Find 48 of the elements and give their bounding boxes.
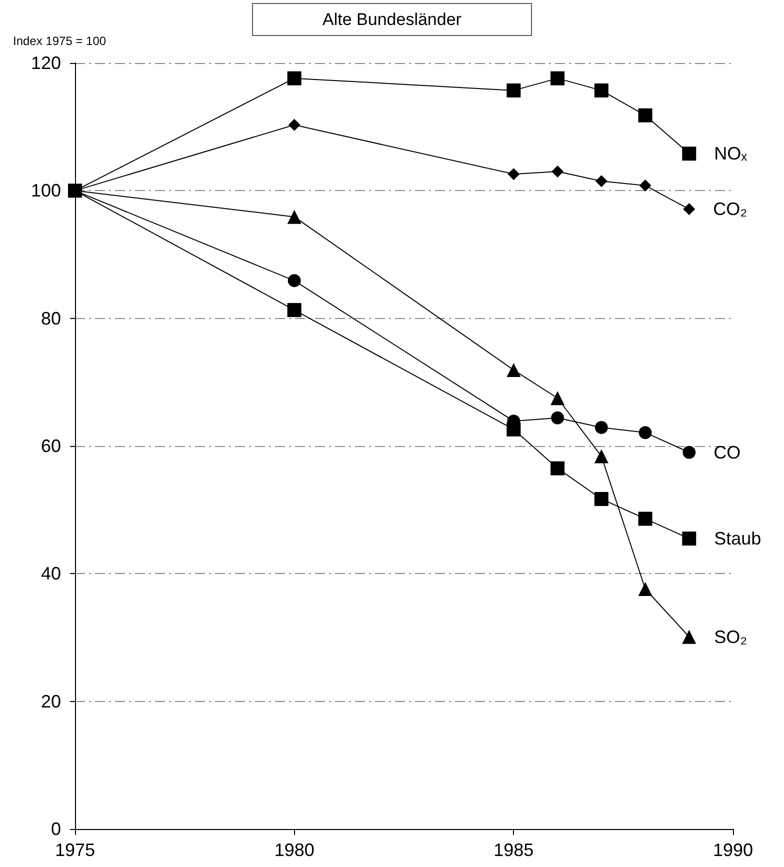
point xyxy=(595,175,608,188)
y-tick-label: 40 xyxy=(40,564,61,584)
point xyxy=(506,83,521,98)
x-tick-label: 1985 xyxy=(494,840,534,860)
point xyxy=(682,446,696,459)
y-tick-label: 60 xyxy=(40,436,61,456)
point xyxy=(287,303,302,318)
point xyxy=(506,363,521,378)
y-tick-label: 20 xyxy=(40,691,61,712)
y-tick-label: 120 xyxy=(30,53,61,73)
point xyxy=(550,391,565,406)
series-label: CO₂ xyxy=(713,199,748,220)
point xyxy=(288,118,300,131)
point xyxy=(508,168,520,180)
y-axis-title: Index 1975 = 100 xyxy=(13,34,106,48)
point xyxy=(682,630,696,644)
point xyxy=(594,420,608,434)
point xyxy=(287,71,302,86)
point xyxy=(638,582,652,596)
point xyxy=(683,203,696,216)
point xyxy=(638,108,652,122)
y-tick-label: 100 xyxy=(30,180,61,201)
point xyxy=(287,210,302,224)
point xyxy=(550,71,565,86)
series-label: SO₂ xyxy=(714,626,748,647)
point xyxy=(682,146,696,161)
point xyxy=(506,422,521,436)
chart-title: Alte Bundesländer xyxy=(322,10,462,29)
y-tick-label: 80 xyxy=(40,308,61,328)
x-tick-label: 1980 xyxy=(274,840,314,860)
point xyxy=(594,449,608,464)
point xyxy=(639,180,652,192)
point xyxy=(552,166,564,178)
point xyxy=(551,411,564,424)
point xyxy=(638,512,652,526)
x-tick-label: 1990 xyxy=(712,840,754,860)
point xyxy=(288,274,301,288)
point xyxy=(682,532,696,546)
point xyxy=(638,426,652,440)
x-tick-label: 1975 xyxy=(54,840,96,860)
point xyxy=(550,461,565,476)
point xyxy=(594,83,608,98)
series-label: NOₓ xyxy=(714,144,748,164)
y-tick-label: 0 xyxy=(50,819,61,839)
point xyxy=(68,184,82,198)
series-label: CO xyxy=(714,442,741,462)
series-label: Staub xyxy=(714,528,762,549)
point xyxy=(594,492,608,506)
